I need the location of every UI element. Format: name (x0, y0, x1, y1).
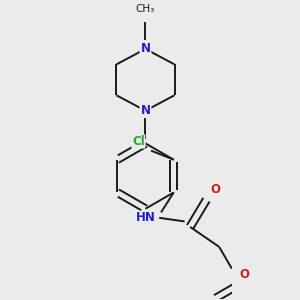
Text: N: N (140, 43, 151, 56)
Text: Cl: Cl (132, 135, 145, 148)
Text: CH₃: CH₃ (136, 4, 155, 14)
Text: O: O (239, 268, 249, 281)
Text: O: O (210, 183, 220, 196)
Text: N: N (140, 104, 151, 117)
Text: HN: HN (136, 211, 156, 224)
